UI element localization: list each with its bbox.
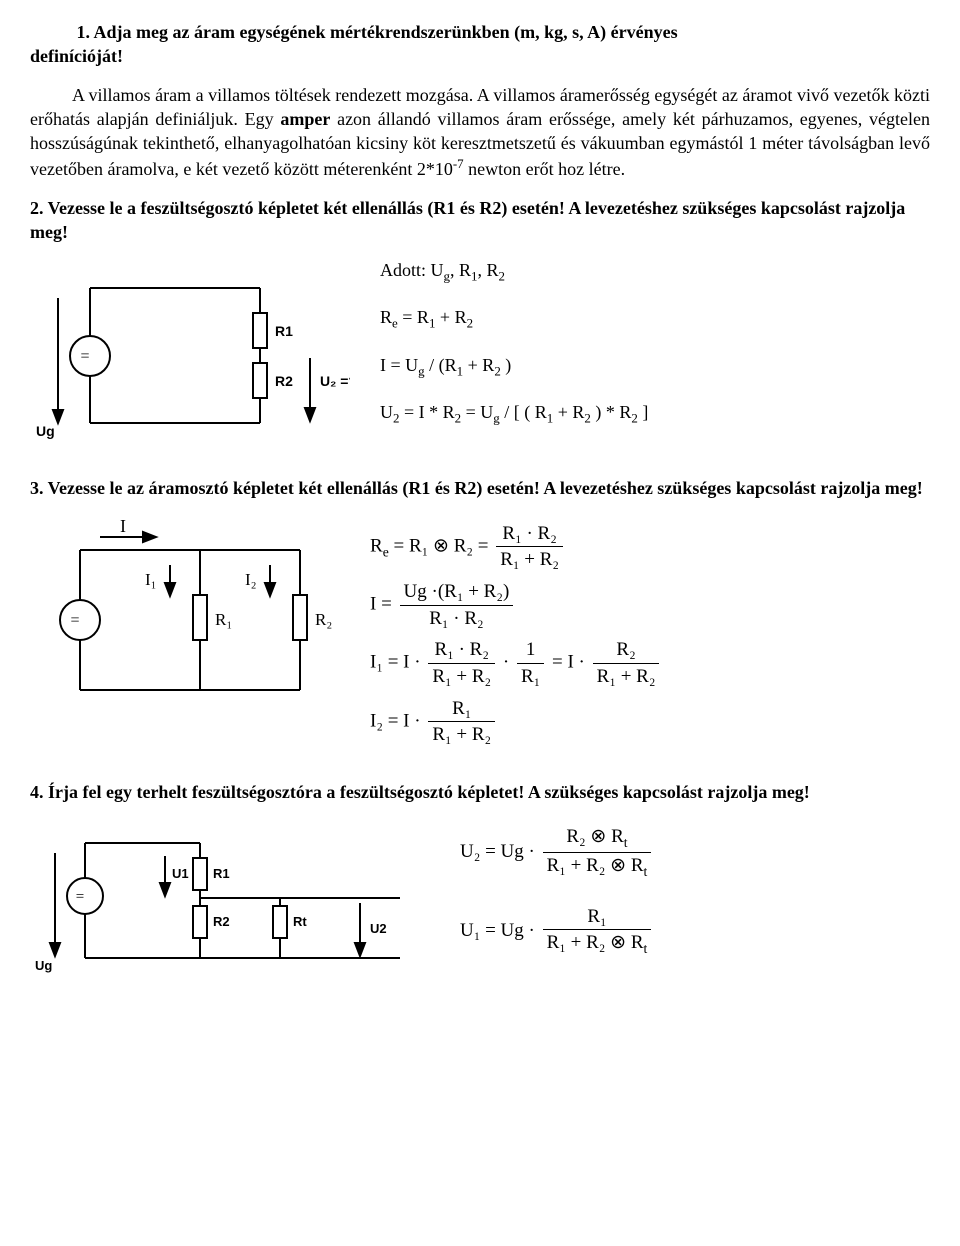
q2-diagram: = Ug R1 R2 U₂ =? — [30, 258, 350, 458]
q3-R1: R₁ — [215, 610, 232, 629]
q2-eq3: U2 = I * R2 = Ug / [ ( R1 + R2 ) * R2 ] — [380, 400, 930, 427]
q2-r1-label: R1 — [275, 323, 293, 339]
q4-section: = Ug U1 R1 R2 Rt U2 U₂ = Ug · R₂ ⊗ Rt R₁… — [30, 818, 930, 988]
q2-r2-label: R2 — [275, 373, 293, 389]
q3-eq-i1: I₁ = I · R₁ · R₂R₁ + R₂ · 1R₁ = I · R₂R₁… — [370, 637, 930, 689]
q1-exp: -7 — [453, 156, 464, 171]
q1-amper: amper — [280, 109, 330, 129]
q2-src-eq: = — [80, 348, 89, 365]
q1-title: 1. Adja meg az áram egységének mértékren… — [30, 20, 930, 69]
q4-eq-u2: U₂ = Ug · R₂ ⊗ Rt R₁ + R₂ ⊗ Rt — [460, 824, 930, 882]
q2-section: = Ug R1 R2 U₂ =? Adott: Ug, R1, R2 Re = … — [30, 258, 930, 458]
q2-eq1: Re = R1 + R2 — [380, 305, 930, 332]
q2-formulas: Adott: Ug, R1, R2 Re = R1 + R2 I = Ug / … — [350, 258, 930, 446]
q3-I: I — [120, 516, 126, 536]
q3-I2: I₂ — [245, 570, 257, 589]
q3-eq-i: I = Ug ·(R₁ + R₂)R₁ · R₂ — [370, 579, 930, 631]
q1-title-line2: definícióját! — [30, 46, 123, 66]
q1-title-line1: 1. Adja meg az áram egységének mértékren… — [77, 22, 678, 42]
q4-diagram: = Ug U1 R1 R2 Rt U2 — [30, 818, 430, 988]
q4-formulas: U₂ = Ug · R₂ ⊗ Rt R₁ + R₂ ⊗ Rt U₁ = Ug ·… — [430, 818, 930, 964]
q3-src-eq: = — [70, 612, 79, 629]
q3-eq-re: Re = R₁ ⊗ R₂ = R₁ · R₂R₁ + R₂ — [370, 521, 930, 573]
q4-u2: U2 — [370, 921, 387, 936]
q3-diagram: = I I₁ I₂ R₁ R₂ — [30, 515, 340, 725]
q4-r2: R2 — [213, 914, 230, 929]
q4-title: 4. Írja fel egy terhelt feszültségosztór… — [30, 780, 930, 804]
q4-r1: R1 — [213, 866, 230, 881]
q3-section: = I I₁ I₂ R₁ R₂ Re = R₁ ⊗ R₂ = R₁ · R₂R₁… — [30, 515, 930, 754]
q2-ug-label: Ug — [36, 423, 55, 439]
q3-title: 3. Vezesse le az áramosztó képletet két … — [30, 476, 930, 500]
q3-eq-i2: I₂ = I · R₁R₁ + R₂ — [370, 696, 930, 748]
q4-src-eq: = — [76, 889, 84, 905]
q2-given: Adott: Ug, R1, R2 — [380, 258, 930, 285]
q3-R2: R₂ — [315, 610, 332, 629]
q3-formulas: Re = R₁ ⊗ R₂ = R₁ · R₂R₁ + R₂ I = Ug ·(R… — [340, 515, 930, 754]
q4-rt: Rt — [293, 914, 307, 929]
q1-answer: A villamos áram a villamos töltések rend… — [30, 83, 930, 182]
q1-p3: newton erőt hoz létre. — [464, 159, 625, 179]
q2-title: 2. Vezesse le a feszültségosztó képletet… — [30, 196, 930, 245]
q2-u2-label: U₂ =? — [320, 373, 350, 389]
q4-eq-u1: U₁ = Ug · R₁ R₁ + R₂ ⊗ Rt — [460, 904, 930, 959]
q2-eq2: I = Ug / (R1 + R2 ) — [380, 353, 930, 380]
q4-ug: Ug — [35, 958, 52, 973]
q3-I1: I₁ — [145, 570, 157, 589]
q4-u1: U1 — [172, 866, 189, 881]
